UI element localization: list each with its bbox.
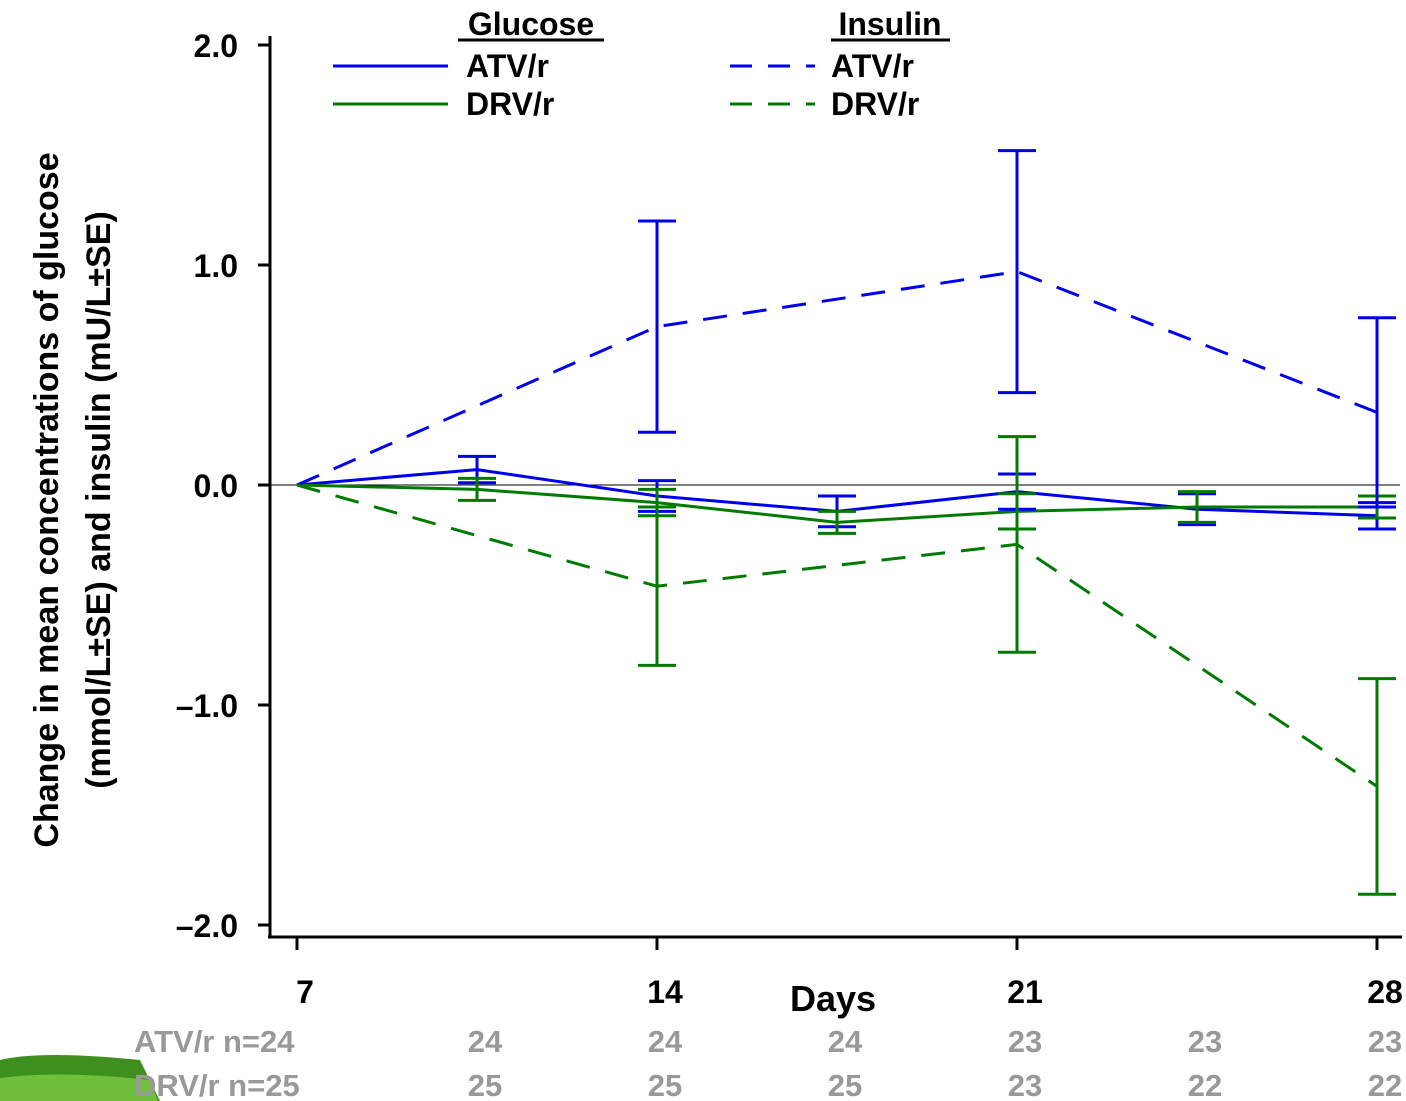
n-row-value: 23 — [1188, 1024, 1222, 1059]
error-bar — [1358, 677, 1396, 896]
y-tick-label: –2.0 — [176, 908, 238, 944]
n-at-risk-table: ATV/r n=24 24 24 24 23 23 23 DRV/r n=25 25 25 25 23… — [134, 1024, 1402, 1101]
n-row-value: 22 — [1188, 1068, 1222, 1101]
n-row-value: 22 — [1368, 1068, 1402, 1101]
legend-insulin-drv-label: DRV/r — [831, 86, 919, 122]
error-bar — [818, 509, 856, 535]
x-axis-title: Days — [790, 978, 876, 1019]
error-bar — [998, 435, 1036, 654]
x-tick-label: 28 — [1367, 974, 1403, 1010]
x-ticks: 7 14 21 28 — [295, 937, 1403, 1010]
n-row-value: 24 — [648, 1024, 683, 1059]
n-row-label: ATV/r n=24 — [134, 1024, 295, 1059]
n-row-label: DRV/r n=25 — [134, 1068, 300, 1101]
n-row-value: 24 — [468, 1024, 503, 1059]
legend: Glucose Insulin ATV/r DRV/r ATV/r DRV/r — [333, 6, 950, 122]
error-bar — [638, 219, 676, 434]
error-bar — [458, 476, 496, 502]
y-axis-title-line2: (mmol/L±SE) and insulin (mU/L±SE) — [80, 211, 118, 789]
n-row-value: 25 — [648, 1068, 682, 1101]
x-tick-label: 7 — [296, 974, 314, 1010]
y-tick-label: 1.0 — [194, 248, 238, 284]
y-axis-title-line1: Change in mean concentrations of glucose — [28, 152, 66, 847]
y-tick-label: 2.0 — [194, 28, 238, 64]
n-row-value: 25 — [468, 1068, 502, 1101]
legend-insulin-header: Insulin — [838, 6, 941, 42]
y-ticks: 2.0 1.0 0.0 –1.0 –2.0 — [176, 28, 270, 944]
n-row-value: 23 — [1008, 1068, 1042, 1101]
error-bar — [1178, 490, 1216, 524]
n-row-value: 23 — [1008, 1024, 1042, 1059]
error-bar — [998, 149, 1036, 395]
x-tick-label: 21 — [1007, 974, 1043, 1010]
series-line-insulin-atv-r — [296, 270, 1378, 487]
n-row-value: 23 — [1368, 1024, 1402, 1059]
error-bar — [1358, 316, 1396, 509]
y-tick-label: –1.0 — [176, 688, 238, 724]
x-tick-label: 14 — [647, 974, 683, 1010]
n-row-value: 25 — [828, 1068, 862, 1101]
legend-glucose-header: Glucose — [468, 6, 594, 42]
legend-insulin-atv-label: ATV/r — [831, 48, 914, 84]
decorative-swoosh-highlight — [0, 1074, 158, 1101]
y-tick-label: 0.0 — [194, 468, 238, 504]
error-bar — [638, 505, 676, 667]
legend-glucose-drv-label: DRV/r — [466, 86, 554, 122]
errorbar-layer — [458, 149, 1396, 896]
n-row-value: 24 — [828, 1024, 863, 1059]
legend-glucose-atv-label: ATV/r — [466, 48, 549, 84]
